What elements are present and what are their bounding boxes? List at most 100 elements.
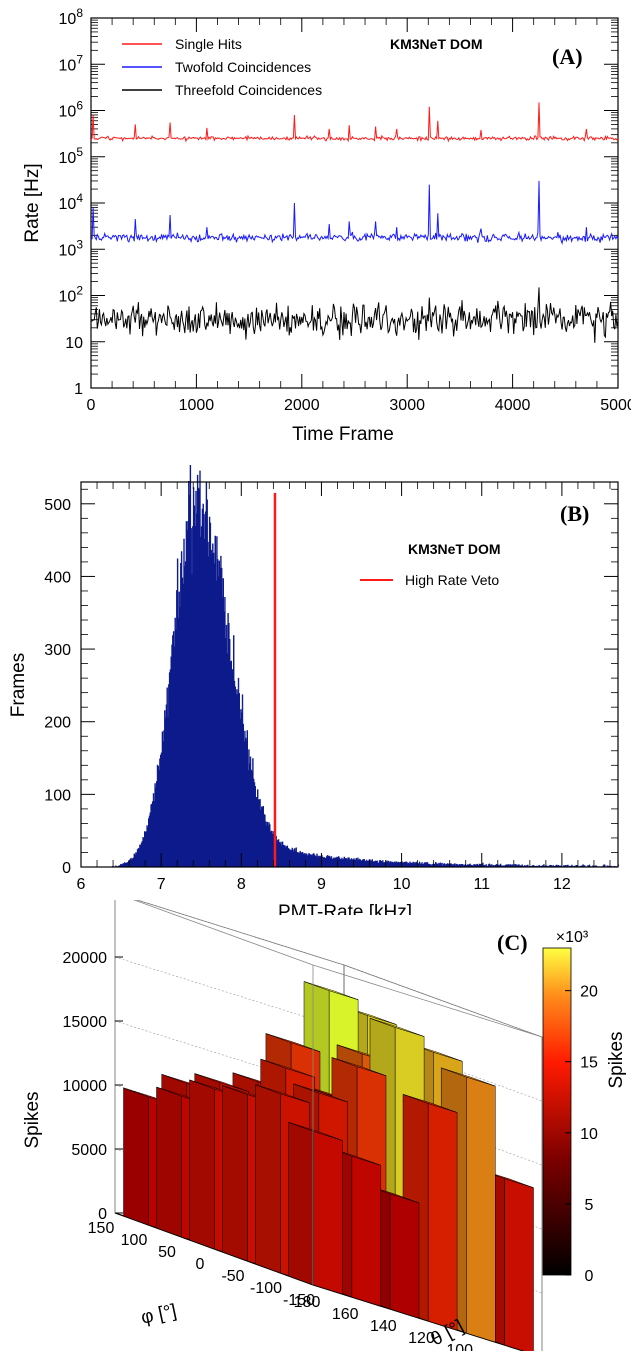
z-tick-label: 10000 — [63, 1078, 108, 1095]
chart-b-panel-label: (B) — [560, 501, 589, 526]
colorbar-tick-label: 0 — [585, 1268, 594, 1285]
lego-bar — [288, 1121, 343, 1295]
x-tick-label: 6 — [77, 876, 86, 893]
theta-tick-label: 100 — [446, 1342, 473, 1351]
x-tick-label: 3000 — [389, 397, 425, 414]
x-tick-label: 10 — [393, 876, 411, 893]
z-tick-label: 0 — [98, 1206, 107, 1223]
bar-face — [313, 1131, 343, 1295]
bar-top — [293, 1083, 348, 1103]
legend-label-twofold: Twofold Coincidences — [175, 59, 311, 75]
y-tick-label: 102 — [59, 284, 84, 306]
z-tick-label: 5000 — [71, 1142, 107, 1159]
chart-c-panel-label: (C) — [497, 930, 528, 955]
y-tick-label: 104 — [59, 191, 84, 213]
z-tick-label: 15000 — [63, 1014, 108, 1031]
chart-a-xlabel: Time Frame — [292, 424, 394, 445]
chart-c-theta-axis: 1801601401201008060 — [294, 1294, 473, 1351]
chart-c-zlabel: Spikes — [22, 1091, 43, 1148]
legend-label-threefold: Threefold Coincidences — [175, 82, 322, 98]
theta-tick-label: 180 — [294, 1294, 321, 1311]
colorbar-ticks: 0 5 10 15 20 — [565, 984, 598, 1285]
bar-top — [260, 1058, 315, 1078]
y-tick-label: 100 — [44, 787, 71, 804]
x-tick-label: 8 — [237, 876, 246, 893]
phi-tick-label: -50 — [221, 1268, 244, 1285]
x-tick-label: 2000 — [284, 397, 320, 414]
chart-c: 0500010000150002000025000 150100500-50-1… — [22, 900, 627, 1351]
chart-a-x-axis: 0 1000 2000 3000 4000 5000 — [87, 18, 631, 414]
bar-top — [255, 1084, 310, 1104]
phi-tick-label: -100 — [250, 1280, 282, 1297]
colorbar-multiplier: ×10³ — [556, 929, 589, 946]
histogram-bars — [109, 465, 620, 868]
phi-tick-label: 50 — [158, 1244, 176, 1261]
y-tick-label: 10 — [65, 335, 83, 352]
chart-b-ylabel: Frames — [8, 653, 29, 717]
chart-b-xlabel: PMT-Rate [kHz] — [278, 902, 412, 915]
y-tick-label: 0 — [62, 860, 71, 877]
bar-face — [123, 1087, 149, 1226]
chart-a: 1 10 102 103 104 105 106 107 108 0 1000 2000 3000 40… — [22, 6, 631, 445]
bar-face — [255, 1084, 281, 1274]
x-tick-label: 11 — [473, 876, 490, 893]
series-line-0 — [90, 102, 619, 143]
x-tick-label: 1000 — [179, 397, 215, 414]
x-tick-label: 4000 — [495, 397, 531, 414]
bar-top — [369, 1018, 425, 1037]
x-tick-label: 7 — [157, 876, 166, 893]
y-tick-label: 200 — [44, 715, 71, 732]
bar-face — [222, 1085, 248, 1262]
bar-face — [156, 1086, 182, 1238]
bar-face — [427, 1103, 458, 1331]
phi-tick-label: 150 — [88, 1220, 115, 1237]
y-tick-label: 107 — [59, 52, 84, 74]
chart-b-y-axis: 0 100 200 300 400 500 — [44, 488, 618, 877]
bar-face — [389, 1193, 420, 1319]
chart-b: 0 100 200 300 400 500 6 7 8 9 10 11 12 PMT-Rate [kH… — [8, 465, 620, 915]
legend-label-veto: High Rate Veto — [405, 572, 499, 588]
y-tick-label: 500 — [44, 497, 71, 514]
chart-a-panel-label: (A) — [552, 44, 583, 69]
y-tick-label: 108 — [59, 6, 84, 28]
bar-top — [441, 1067, 496, 1087]
y-tick-label: 400 — [44, 569, 71, 586]
lego-bars — [123, 981, 534, 1351]
y-tick-label: 106 — [59, 99, 84, 121]
x-tick-label: 5000 — [600, 397, 631, 414]
x-tick-label: 12 — [553, 876, 571, 893]
legend-label-single: Single Hits — [175, 36, 242, 52]
chart-a-series — [90, 102, 619, 343]
bar-face — [351, 1155, 382, 1307]
phi-tick-label: 100 — [121, 1232, 148, 1249]
x-tick-label: 0 — [87, 397, 96, 414]
y-tick-label: 1 — [74, 381, 83, 398]
chart-b-frame — [80, 481, 619, 868]
colorbar-tick-label: 10 — [580, 1126, 598, 1143]
colorbar-tick-label: 20 — [580, 984, 598, 1001]
lego-box-front-edges — [133, 900, 543, 1285]
chart-b-annotation: KM3NeT DOM — [408, 541, 501, 557]
bar-top — [402, 1094, 458, 1113]
chart-c-phi-axis: 150 100 50 0 -50 -100-150 — [88, 1220, 315, 1309]
z-tick-label: 20000 — [63, 950, 108, 967]
bar-face — [189, 1079, 215, 1250]
bar-top — [265, 1033, 321, 1052]
bar-top — [303, 981, 359, 1000]
colorbar-tick-label: 15 — [580, 1055, 598, 1072]
phi-tick-label: -150 — [283, 1292, 315, 1309]
theta-tick-label: 140 — [370, 1318, 397, 1335]
chart-c-z-axis: 0 5000 10000 15000 20000 25000 — [63, 900, 123, 1223]
colorbar-label: Spikes — [606, 1031, 627, 1088]
bar-top — [194, 1073, 249, 1092]
bar-face — [504, 1178, 534, 1351]
bar-top — [331, 1057, 387, 1076]
chart-b-x-axis: 6 7 8 9 10 11 12 — [77, 482, 611, 893]
bar-face — [288, 1121, 314, 1286]
x-tick-label: 9 — [317, 876, 326, 893]
chart-b-histogram — [109, 465, 620, 868]
y-tick-label: 103 — [59, 237, 84, 259]
y-tick-label: 105 — [59, 145, 84, 167]
theta-tick-label: 120 — [408, 1330, 435, 1347]
colorbar — [542, 947, 572, 1276]
